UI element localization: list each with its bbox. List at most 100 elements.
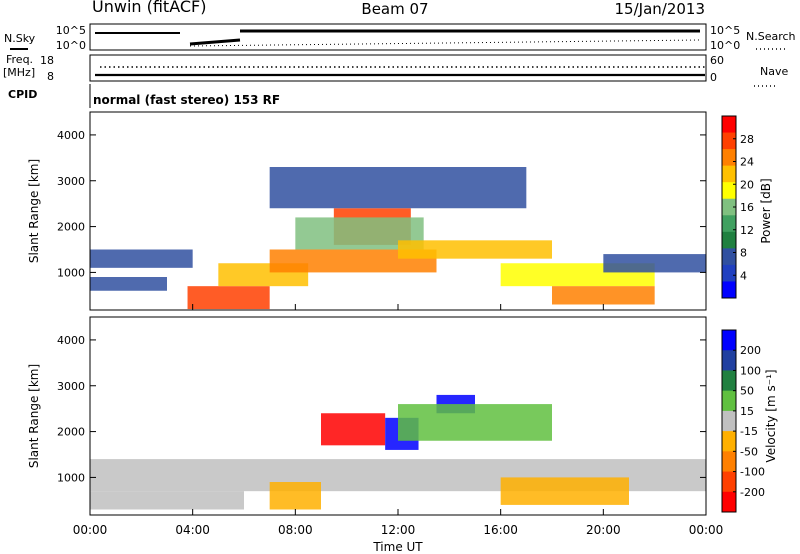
y-tick-label: 4000	[57, 334, 85, 347]
velocity-ylabel: Slant Range [km]	[27, 364, 41, 468]
power-colorbar: 28 24 20 16 12 8 4	[721, 115, 754, 299]
colorbar-tick-label: 24	[740, 156, 754, 169]
beam-title: Beam 07	[361, 0, 428, 18]
colorbar-tick-label: 200	[740, 344, 761, 357]
nsky-trace	[95, 29, 701, 47]
colorbar-tick-label: -200	[740, 486, 765, 499]
colorbar-swatch	[722, 182, 736, 200]
nave-tick-top: 60	[710, 54, 724, 67]
colorbar-tick-label: 16	[740, 201, 754, 214]
colorbar-swatch	[722, 431, 736, 452]
colorbar-tick-label: 4	[740, 269, 747, 282]
freq-label: Freq.	[6, 53, 33, 66]
nsky-line	[189, 38, 241, 46]
colorbar-swatch	[722, 149, 736, 167]
colorbar-frame	[721, 329, 737, 513]
nsearch-label: N.Search	[746, 30, 796, 43]
velocity-yticks: 4000 3000 2000 1000	[57, 334, 706, 484]
freq-unit-label: [MHz]	[3, 66, 35, 79]
colorbar-tick-label: 28	[740, 133, 754, 146]
colorbar-swatch	[722, 198, 736, 216]
nsky-tick-bottom: 10^0	[56, 39, 86, 52]
power-panel: 4000 3000 2000 1000	[57, 111, 707, 311]
colorbar-swatch	[722, 350, 736, 371]
colorbar-swatch	[722, 491, 736, 513]
freq-tick-top: 18	[40, 54, 54, 67]
nave-label: Nave	[760, 65, 788, 78]
station-title: Unwin (fitACF)	[92, 0, 206, 16]
data-region	[321, 413, 386, 446]
x-tick-label: 00:00	[73, 523, 108, 537]
nsky-label: N.Sky	[4, 32, 36, 45]
data-region	[90, 491, 244, 510]
y-tick-label: 3000	[57, 380, 85, 393]
data-region	[187, 286, 270, 310]
nsky-panel	[89, 23, 707, 51]
colorbar-swatch	[722, 132, 736, 150]
colorbar-tick-label: -50	[740, 445, 758, 458]
x-tick-label: 08:00	[278, 523, 313, 537]
data-region	[500, 477, 629, 505]
nave-tick-bottom: 0	[710, 71, 717, 84]
colorbar-swatch	[722, 451, 736, 473]
colorbar-swatch	[722, 264, 736, 282]
y-tick-label: 2000	[57, 221, 85, 234]
colorbar-tick-label: 100	[740, 364, 761, 377]
nsearch-tick-bottom: 10^0	[710, 39, 740, 52]
power-colorbar-label: Power [dB]	[759, 178, 773, 243]
colorbar-swatch	[722, 410, 736, 432]
colorbar-swatch	[722, 471, 736, 493]
y-tick-label: 1000	[57, 471, 85, 484]
y-tick-label: 1000	[57, 266, 85, 279]
colorbar-swatch	[722, 248, 736, 266]
x-axis-label: Time UT	[372, 540, 423, 554]
data-region	[269, 482, 321, 510]
colorbar-tick-label: 20	[740, 178, 754, 191]
velocity-colorbar: 200 100 50 15 -15 -50 -100 -200	[721, 329, 765, 513]
power-regions	[90, 167, 706, 310]
colorbar-swatch	[722, 281, 736, 299]
colorbar-swatch	[722, 165, 736, 183]
colorbar-tick-label: 50	[740, 385, 754, 398]
power-yticks: 4000 3000 2000 1000	[57, 129, 706, 279]
data-region	[90, 277, 167, 291]
colorbar-tick-label: -100	[740, 466, 765, 479]
velocity-colorbar-label: Velocity [m s⁻¹]	[764, 369, 778, 462]
data-region	[90, 249, 193, 268]
colorbar-swatch	[722, 370, 736, 392]
x-axis: 00:00 04:00 08:00 12:00 16:00 20:00 00:00	[73, 304, 724, 537]
data-region	[603, 254, 706, 273]
colorbar-swatch	[722, 116, 736, 134]
y-tick-label: 4000	[57, 129, 85, 142]
colorbar-swatch	[722, 231, 736, 249]
freq-panel	[89, 54, 707, 82]
cpid-label: CPID	[8, 88, 37, 101]
date-title: 15/Jan/2013	[615, 0, 706, 18]
colorbar-swatch	[722, 390, 736, 412]
data-region	[552, 286, 655, 305]
data-region	[398, 404, 552, 441]
data-region	[398, 240, 552, 259]
nsky-tick-top: 10^5	[56, 24, 86, 37]
x-tick-label: 12:00	[381, 523, 416, 537]
power-ylabel: Slant Range [km]	[27, 159, 41, 263]
colorbar-swatch	[722, 215, 736, 233]
colorbar-tick-label: 15	[740, 405, 754, 418]
cpid-text: normal (fast stereo) 153 RF	[93, 93, 280, 107]
colorbar-tick-label: -15	[740, 425, 758, 438]
y-tick-label: 3000	[57, 175, 85, 188]
x-tick-label: 00:00	[689, 523, 724, 537]
y-tick-label: 2000	[57, 426, 85, 439]
colorbar-tick-label: 12	[740, 224, 754, 237]
x-tick-label: 16:00	[483, 523, 518, 537]
freq-tick-bottom: 8	[47, 70, 54, 83]
data-region	[269, 167, 527, 209]
x-tick-label: 20:00	[586, 523, 621, 537]
velocity-panel: 4000 3000 2000 1000	[57, 316, 707, 516]
x-tick-label: 04:00	[175, 523, 210, 537]
data-region	[269, 249, 437, 273]
colorbar-swatch	[722, 330, 736, 351]
velocity-regions	[90, 394, 706, 510]
nsearch-tick-top: 10^5	[710, 24, 740, 37]
